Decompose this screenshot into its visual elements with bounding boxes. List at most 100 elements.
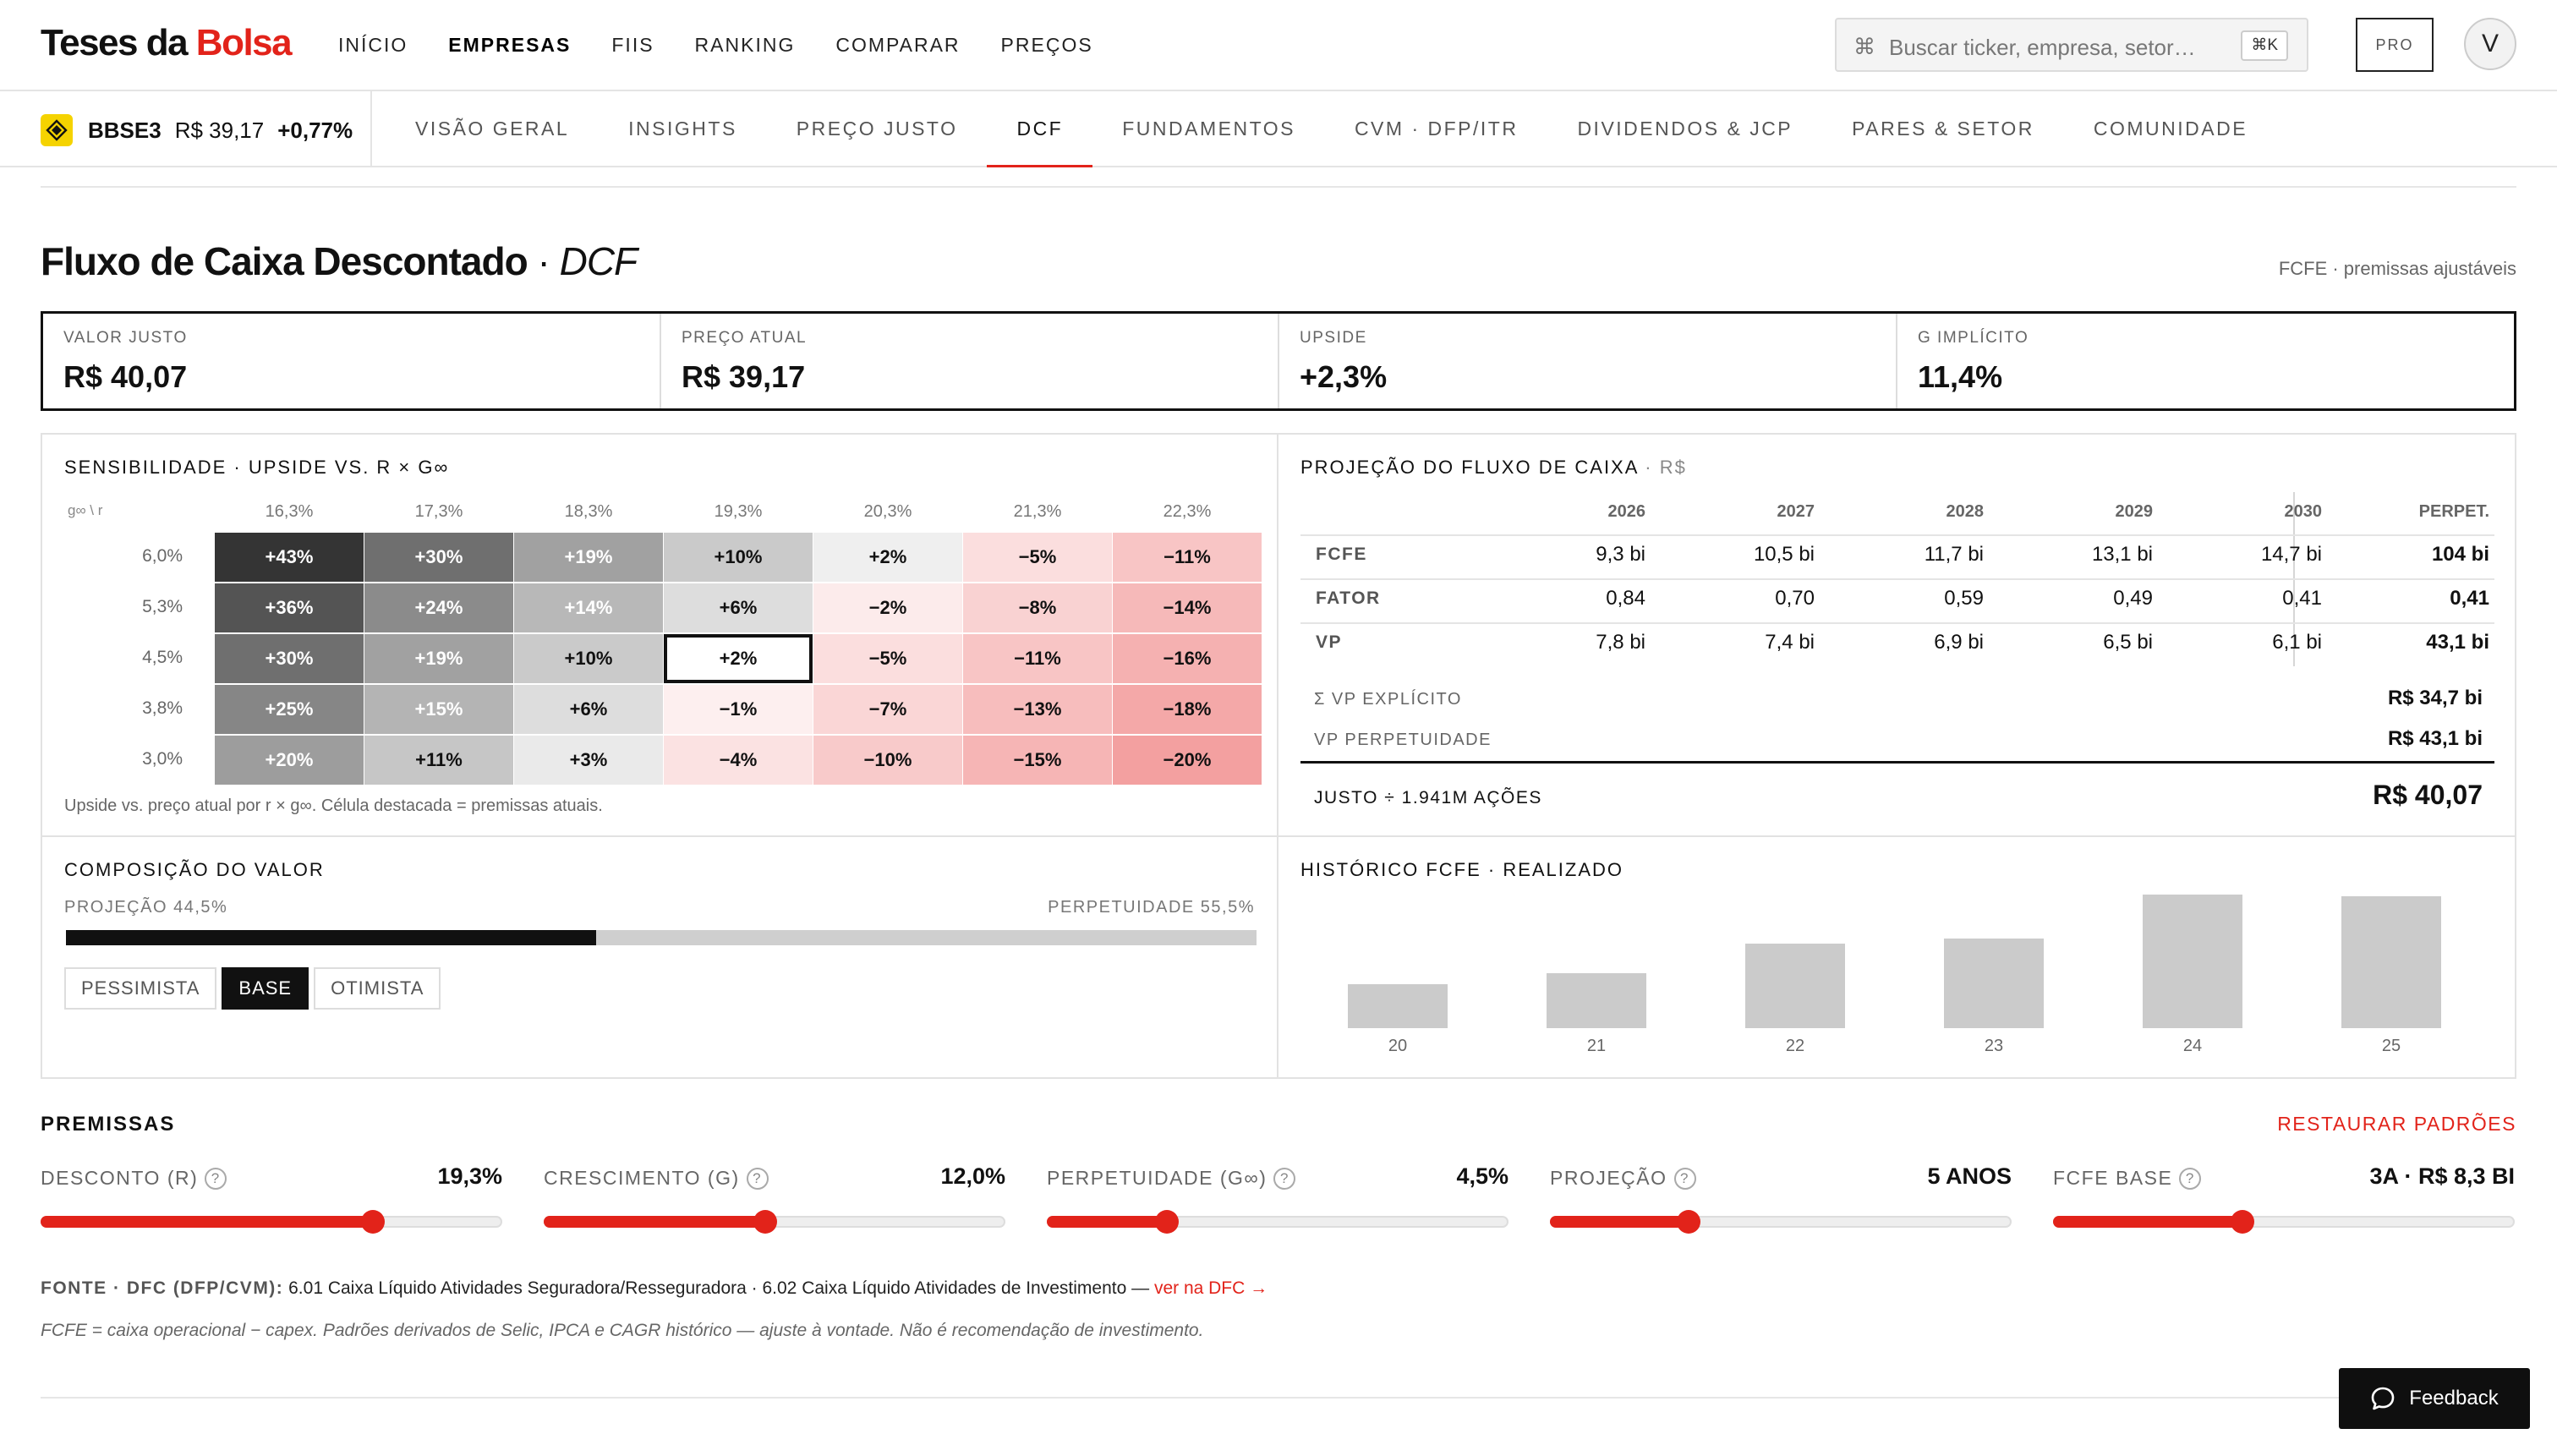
top-navbar: Teses da Bolsa INÍCIO EMPRESAS FIIS RANKING… <box>0 0 2557 91</box>
ticker-price: R$ 39,17 <box>174 117 265 143</box>
slider-track[interactable] <box>41 1216 502 1228</box>
slider-handle[interactable] <box>2230 1210 2254 1234</box>
assumption-slider-projecao[interactable]: PROJEÇÃO? 5 ANOS <box>1550 1163 2012 1234</box>
page-title: Fluxo de Caixa Descontado · DCF <box>41 238 638 284</box>
scenario-otimista-button[interactable]: OTIMISTA <box>314 967 441 1010</box>
sum-explicit-value: R$ 34,7 bi <box>2387 687 2483 709</box>
assumption-slider-fcfe-base[interactable]: FCFE BASE? 3A · R$ 8,3 BI <box>2053 1163 2515 1234</box>
slider-handle[interactable] <box>1676 1210 1700 1234</box>
sensitivity-note: Upside vs. preço atual por r × g∞. Célul… <box>64 796 603 815</box>
composition-panel: COMPOSIÇÃO DO VALOR PROJEÇÃO 44,5% PERPE… <box>41 835 1278 1079</box>
slider-handle[interactable] <box>1154 1210 1179 1234</box>
command-icon: ⌘ <box>1853 34 1875 59</box>
help-icon[interactable]: ? <box>2179 1168 2202 1190</box>
tab-dcf[interactable]: DCF <box>987 91 1093 167</box>
nav-item-comparar[interactable]: COMPARAR <box>835 33 961 56</box>
heatmap-cell: +3% <box>514 736 663 785</box>
slider-track[interactable] <box>1047 1216 1508 1228</box>
assumption-slider-perpetuidade-g[interactable]: PERPETUIDADE (G∞)? 4,5% <box>1047 1163 1508 1234</box>
fair-value-label: JUSTO ÷ 1.941M AÇÕES <box>1314 788 1542 807</box>
projection-cell: 0,84 <box>1606 587 1645 610</box>
nav-item-fiis[interactable]: FIIS <box>611 33 654 56</box>
projection-cell: 6,5 bi <box>2103 631 2153 654</box>
fair-divider <box>1300 761 2494 764</box>
projection-cell: 0,41 <box>2282 587 2322 610</box>
heatmap-cell: +6% <box>514 685 663 734</box>
history-bar <box>1547 973 1646 1028</box>
slider-track[interactable] <box>2053 1216 2515 1228</box>
sensitivity-col-header: 17,3% <box>414 502 463 521</box>
chat-bubble-icon <box>2371 1387 2395 1410</box>
view-dfc-link[interactable]: ver na DFC → <box>1153 1278 1268 1298</box>
tab-cvm-dfp-itr[interactable]: CVM · DFP/ITR <box>1354 118 1519 140</box>
sensitivity-row-header: 3,8% <box>142 698 183 718</box>
heatmap-cell: +14% <box>514 583 663 632</box>
projection-year-header: 2029 <box>2115 502 2154 521</box>
history-title: HISTÓRICO FCFE · REALIZADO <box>1300 859 1624 880</box>
projection-perpetuity-cell: 43,1 bi <box>2426 631 2489 654</box>
help-icon[interactable]: ? <box>205 1168 227 1190</box>
nav-item-ranking[interactable]: RANKING <box>694 33 796 56</box>
projection-year-header: 2027 <box>1777 502 1815 521</box>
heatmap-cell: −20% <box>1113 736 1262 785</box>
sensitivity-col-header: 18,3% <box>564 502 613 521</box>
slider-label-text: FCFE BASE <box>2053 1167 2173 1189</box>
slider-label-text: DESCONTO (R) <box>41 1167 199 1189</box>
slider-handle[interactable] <box>361 1210 386 1234</box>
tab-visao-geral[interactable]: VISÃO GERAL <box>415 118 570 140</box>
help-icon[interactable]: ? <box>1673 1168 1696 1190</box>
kpi-card: G IMPLÍCITO 11,4% <box>1897 314 2514 408</box>
divider <box>41 186 2516 188</box>
nav-item-precos[interactable]: PREÇOS <box>1000 33 1093 56</box>
sum-explicit-label: Σ VP EXPLÍCITO <box>1314 690 1462 709</box>
tab-preco-justo[interactable]: PREÇO JUSTO <box>796 118 958 140</box>
nav-item-inicio[interactable]: INÍCIO <box>338 33 408 56</box>
source-line: FONTE · DFC (DFP/CVM): 6.01 Caixa Líquid… <box>41 1278 1268 1299</box>
slider-label: FCFE BASE? <box>2053 1167 2202 1190</box>
help-icon[interactable]: ? <box>746 1168 769 1190</box>
scenario-pessimista-button[interactable]: PESSIMISTA <box>64 967 217 1010</box>
pro-button[interactable]: PRO <box>2356 18 2434 72</box>
history-bar-label: 20 <box>1388 1037 1408 1055</box>
slider-handle[interactable] <box>753 1210 778 1234</box>
heatmap-cell: −1% <box>664 685 813 734</box>
tab-comunidade[interactable]: COMUNIDADE <box>2093 118 2248 140</box>
tab-insights[interactable]: INSIGHTS <box>628 118 737 140</box>
reset-defaults-link[interactable]: RESTAURAR PADRÕES <box>2277 1113 2516 1135</box>
projection-row-label: FATOR <box>1316 588 1381 608</box>
projection-cell: 14,7 bi <box>2260 543 2322 566</box>
search-box[interactable]: ⌘ Buscar ticker, empresa, setor… ⌘K <box>1835 18 2308 72</box>
tab-dividendos-jcp[interactable]: DIVIDENDOS & JCP <box>1577 118 1793 140</box>
heatmap-cell: −18% <box>1113 685 1262 734</box>
logo-accent-text: Bolsa <box>195 22 293 63</box>
site-logo[interactable]: Teses da Bolsa <box>41 22 293 64</box>
avatar[interactable]: V <box>2464 18 2516 70</box>
help-icon[interactable]: ? <box>1273 1168 1296 1190</box>
slider-track[interactable] <box>1550 1216 2012 1228</box>
tab-fundamentos[interactable]: FUNDAMENTOS <box>1122 118 1295 140</box>
heatmap-cell: +10% <box>514 634 663 683</box>
slider-label-text: PERPETUIDADE (G∞) <box>1047 1167 1268 1189</box>
slider-value: 4,5% <box>1456 1163 1508 1189</box>
kpi-card: VALOR JUSTO R$ 40,07 <box>43 314 661 408</box>
heatmap-cell: +30% <box>364 533 513 582</box>
slider-fill <box>1047 1216 1167 1228</box>
assumption-slider-crescimento-g[interactable]: CRESCIMENTO (G)? 12,0% <box>544 1163 1005 1234</box>
nav-item-empresas[interactable]: EMPRESAS <box>448 33 572 56</box>
heatmap-cell: +2% <box>813 533 962 582</box>
search-input[interactable]: Buscar ticker, empresa, setor… <box>1889 35 2196 60</box>
assumption-slider-desconto-r[interactable]: DESCONTO (R)? 19,3% <box>41 1163 502 1234</box>
kpi-value: 11,4% <box>1918 359 2003 394</box>
sensitivity-col-header: 20,3% <box>863 502 912 521</box>
scenario-base-button[interactable]: BASE <box>222 967 309 1010</box>
feedback-button[interactable]: Feedback <box>2339 1368 2530 1429</box>
heatmap-cell: +36% <box>215 583 364 632</box>
kpi-value: R$ 40,07 <box>63 359 188 394</box>
slider-label: PROJEÇÃO? <box>1550 1167 1696 1190</box>
history-bar <box>1944 939 2044 1028</box>
projection-perpetuity-cell: 104 bi <box>2431 543 2489 566</box>
fair-value: R$ 40,07 <box>2373 780 2483 810</box>
tab-pares-setor[interactable]: PARES & SETOR <box>1852 118 2034 140</box>
table-divider <box>1300 578 2494 580</box>
kpi-label: UPSIDE <box>1300 329 1367 347</box>
